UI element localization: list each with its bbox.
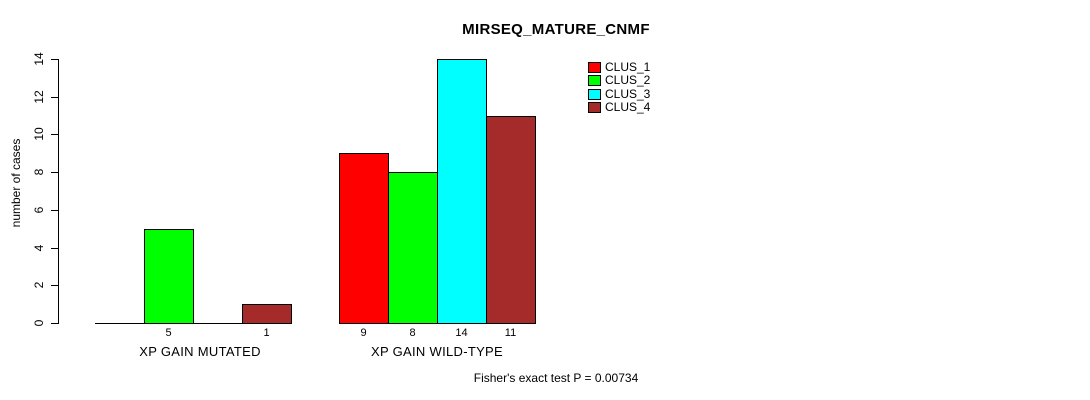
bar-value-label: 8 [409,327,416,339]
y-tick [51,210,58,211]
legend-label-clus_4: CLUS_4 [605,100,651,114]
bar-clus_4 [242,304,292,324]
bar-clus_3 [437,59,487,324]
y-tick-label: 10 [32,127,46,141]
legend-label-clus_3: CLUS_3 [605,87,651,101]
bar-value-label: 1 [263,327,270,339]
group-label-1: XP GAIN MUTATED [139,344,261,359]
y-tick [51,134,58,135]
bar-clus_1 [339,153,389,324]
legend-swatch-clus_1 [588,62,601,73]
bar-clus_2 [144,229,194,324]
y-tick [51,248,58,249]
legend-swatch-clus_2 [588,75,601,86]
y-tick-label: 6 [32,206,46,214]
legend-label-clus_2: CLUS_2 [605,73,651,87]
y-tick [51,172,58,173]
y-tick-label: 8 [32,168,46,176]
y-tick [51,97,58,98]
y-tick-label: 4 [32,244,46,252]
group-label-2: XP GAIN WILD-TYPE [371,344,503,359]
bar-clus_4 [486,116,536,324]
y-tick-label: 2 [32,281,46,289]
chart-title: MIRSEQ_MATURE_CNMF [462,21,650,38]
bar-value-label: 9 [360,327,367,339]
bar-value-label: 14 [455,327,468,339]
y-tick-label: 12 [32,90,46,104]
y-tick [51,323,58,324]
fisher-test-annotation: Fisher's exact test P = 0.00734 [473,371,639,385]
bar-value-label: 11 [504,327,517,339]
y-tick [51,285,58,286]
legend-swatch-clus_3 [588,89,601,100]
y-tick-label: 0 [32,319,46,327]
y-axis-line [58,59,59,324]
legend-label-clus_1: CLUS_1 [605,60,651,74]
bar-clus_2 [388,172,438,324]
y-axis-label: number of cases [9,138,23,228]
legend-swatch-clus_4 [588,102,601,113]
bar-value-label: 5 [165,327,172,339]
y-tick-label: 14 [32,52,46,66]
y-tick [51,59,58,60]
